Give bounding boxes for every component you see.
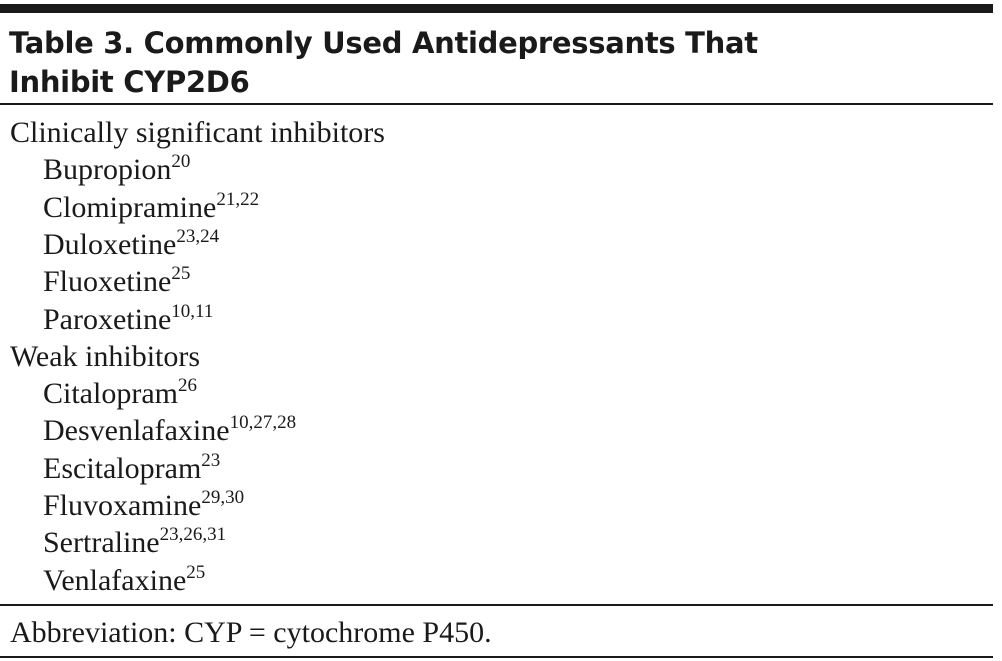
drug-name: Fluoxetine bbox=[43, 265, 172, 299]
drug-name: Duloxetine bbox=[43, 227, 177, 261]
reference: 26 bbox=[177, 375, 197, 397]
drug-name: Bupropion bbox=[43, 153, 172, 187]
drug-name: Citalopram bbox=[43, 377, 178, 411]
drug-row: Fluoxetine25 bbox=[43, 263, 190, 300]
drug-name: Desvenlafaxine bbox=[43, 414, 230, 448]
drug-row: Bupropion20 bbox=[43, 151, 190, 188]
group-label: Clinically significant inhibitors bbox=[10, 116, 385, 149]
reference: 20 bbox=[171, 151, 191, 173]
reference: 23 bbox=[201, 449, 221, 471]
reference: 10,27,28 bbox=[229, 412, 297, 434]
drug-row: Escitalopram23 bbox=[43, 450, 220, 487]
drug-row: Sertraline23,26,31 bbox=[43, 524, 226, 561]
reference: 29,30 bbox=[201, 487, 245, 508]
header-rule bbox=[0, 103, 993, 105]
reference: 10,11 bbox=[171, 300, 214, 322]
table-title: Table 3. Commonly Used Antidepressants T… bbox=[9, 26, 758, 60]
drug-row: Citalopram26 bbox=[43, 375, 197, 412]
drug-row: Venlafaxine25 bbox=[43, 562, 205, 599]
reference: 23,24 bbox=[176, 225, 220, 247]
bottom-rule bbox=[0, 656, 993, 658]
drug-row: Paroxetine10,11 bbox=[43, 301, 213, 338]
reference: 25 bbox=[171, 263, 191, 285]
table-title: Inhibit CYP2D6 bbox=[9, 65, 250, 99]
drug-row: Desvenlafaxine10,27,28 bbox=[43, 412, 296, 449]
footnote: Abbreviation: CYP = cytochrome P450. bbox=[10, 616, 492, 649]
group-label: Weak inhibitors bbox=[10, 339, 201, 373]
top-rule bbox=[0, 4, 993, 13]
drug-name: Clomipramine bbox=[43, 190, 217, 224]
drug-name: Venlafaxine bbox=[43, 563, 187, 597]
drug-row: Fluvoxamine29,30 bbox=[43, 487, 244, 524]
reference: 21,22 bbox=[216, 188, 260, 210]
drug-name: Sertraline bbox=[43, 526, 160, 560]
reference: 25 bbox=[186, 561, 206, 583]
drug-row: Duloxetine23,24 bbox=[43, 226, 219, 263]
drug-name: Fluvoxamine bbox=[43, 489, 202, 522]
drug-name: Escitalopram bbox=[43, 451, 202, 485]
footer-rule bbox=[0, 604, 993, 606]
drug-name: Paroxetine bbox=[43, 302, 172, 336]
reference: 23,26,31 bbox=[159, 524, 227, 546]
drug-row: Clomipramine21,22 bbox=[43, 189, 259, 226]
